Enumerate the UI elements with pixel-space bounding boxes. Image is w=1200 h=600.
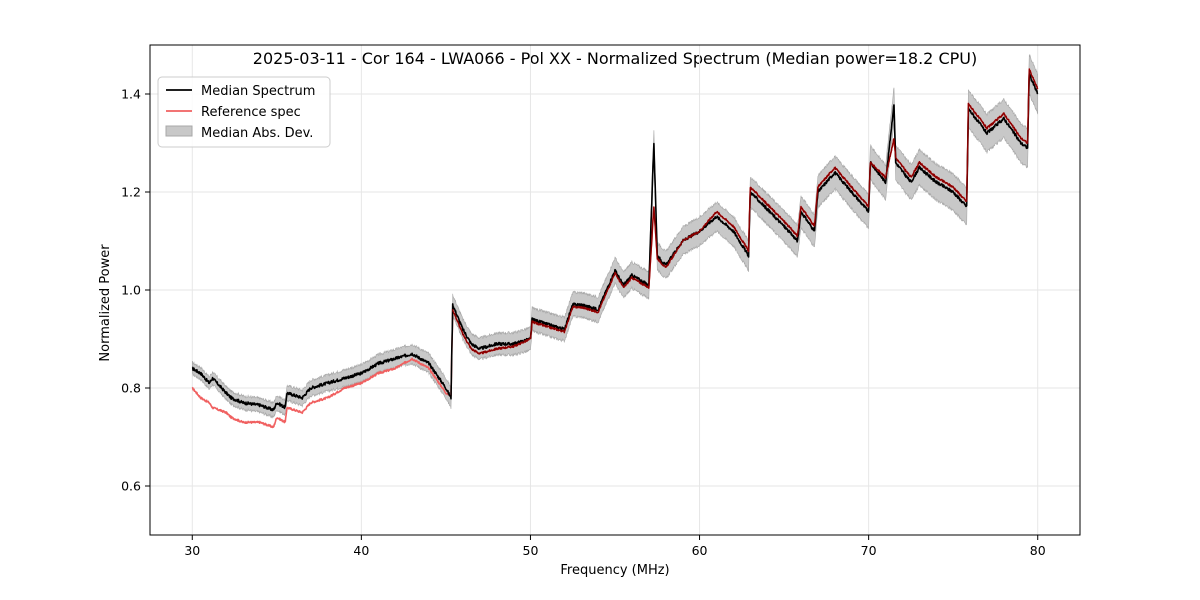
x-tick-label: 30 (184, 543, 200, 558)
median-spectrum-line (191, 73, 1039, 412)
legend-box (157, 76, 331, 148)
x-tick-label: 70 (861, 543, 877, 558)
series-layer (191, 68, 1039, 429)
axes: 30 40 50 60 70 80 0.6 0.8 1.0 1.2 1.4 (121, 44, 1081, 558)
reference-spec-overlap-line (452, 68, 1039, 355)
y-tick-label: 1.0 (121, 283, 141, 298)
legend: Median Spectrum Reference spec Median Ab… (157, 76, 331, 148)
x-tick-label: 50 (523, 543, 539, 558)
y-axis-label: Normalized Power (98, 244, 113, 362)
mad-band (192, 54, 1038, 419)
y-tick-label: 1.2 (121, 185, 141, 200)
chart-title: 2025-03-11 - Cor 164 - LWA066 - Pol XX -… (253, 49, 977, 68)
legend-reference-label: Reference spec (201, 105, 301, 120)
x-tick-label: 60 (692, 543, 708, 558)
y-tick-label: 0.6 (121, 479, 141, 494)
y-tick-label: 0.8 (121, 381, 141, 396)
legend-median-label: Median Spectrum (201, 84, 315, 99)
mad-band-layer (192, 54, 1038, 419)
x-tick-label: 40 (353, 543, 369, 558)
x-tick-label: 80 (1030, 543, 1046, 558)
grid-lines (150, 45, 1080, 535)
legend-mad-swatch (165, 125, 193, 137)
legend-mad-label: Median Abs. Dev. (201, 126, 313, 141)
x-axis-label: Frequency (MHz) (560, 563, 669, 578)
y-tick-label: 1.4 (121, 87, 141, 102)
